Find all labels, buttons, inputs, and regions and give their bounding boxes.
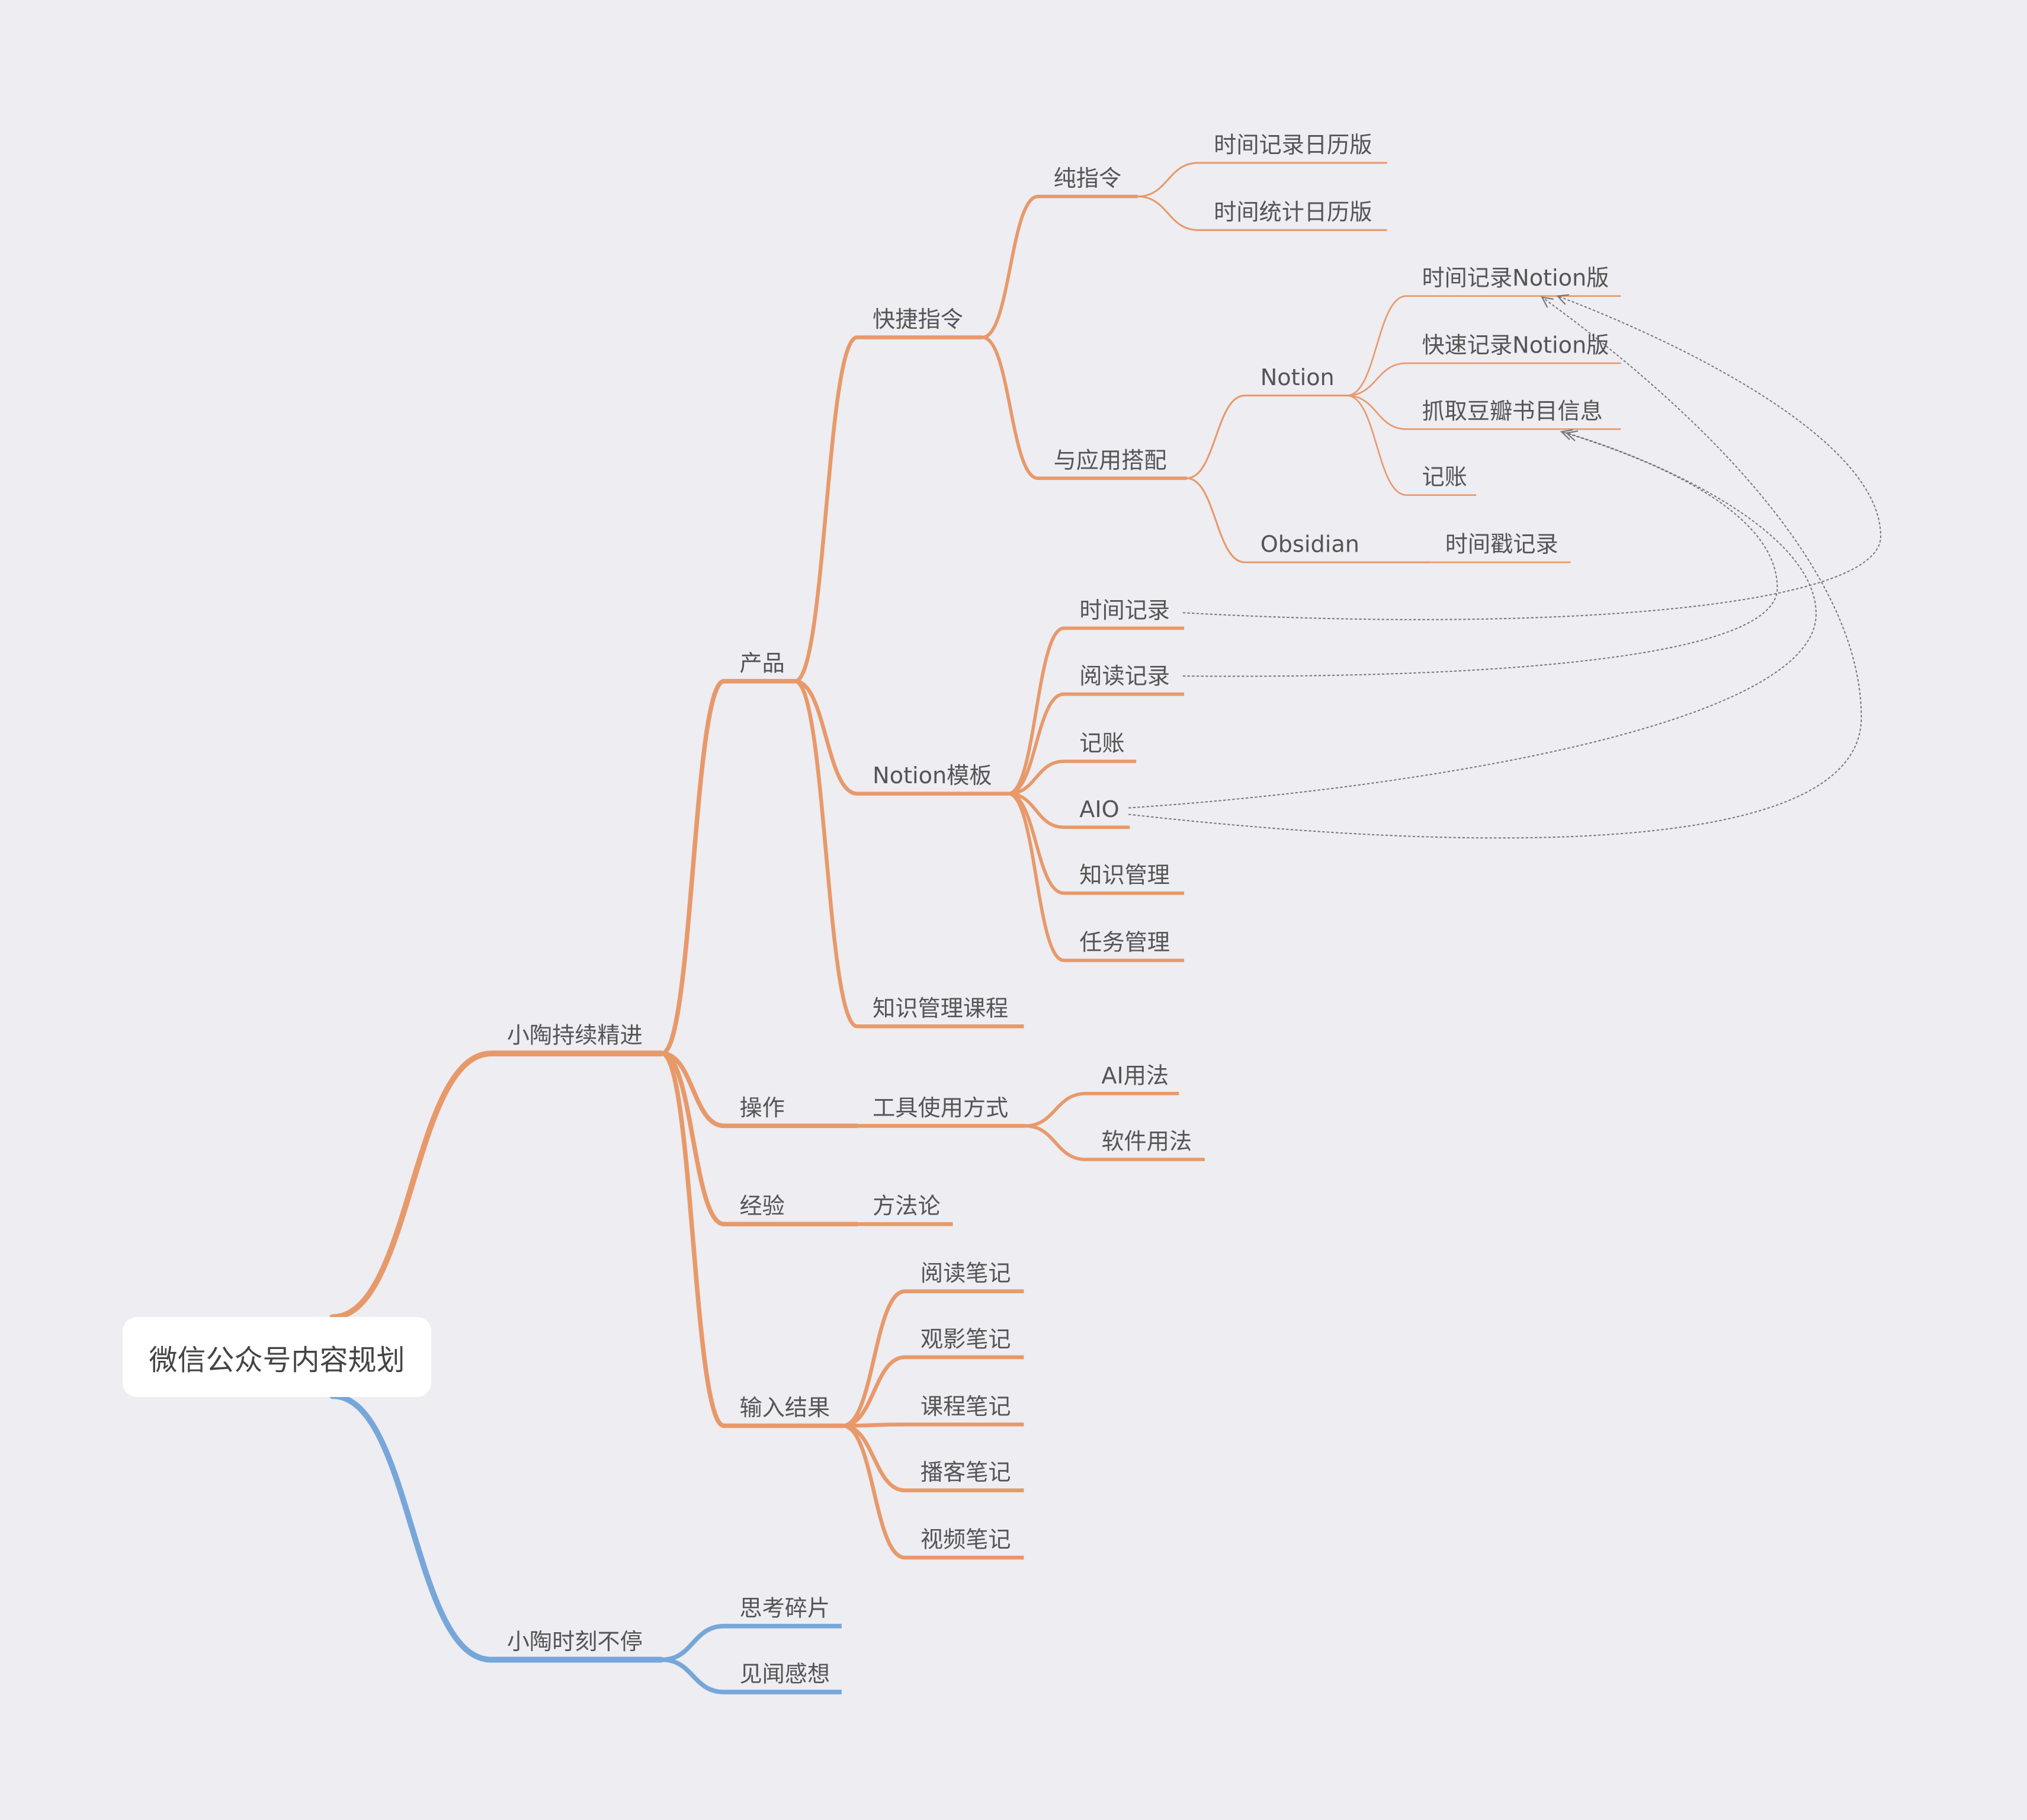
topic-0-0-1-1[interactable]: 阅读记录 bbox=[1079, 664, 1170, 690]
branch-connector bbox=[659, 1623, 727, 1662]
branch-connector bbox=[1346, 395, 1407, 496]
topic-0-0-1-2[interactable]: 记账 bbox=[1079, 731, 1124, 757]
branch-connector bbox=[841, 1355, 907, 1428]
topic-0-0-0-1-0-3[interactable]: 记账 bbox=[1422, 464, 1467, 491]
branch-connector bbox=[1023, 1124, 1088, 1161]
topic-0-0-0-1[interactable]: 与应用搭配 bbox=[1054, 448, 1167, 474]
branch-connector bbox=[1006, 760, 1066, 796]
branch-connector bbox=[659, 1051, 727, 1428]
branch-connector bbox=[841, 1422, 907, 1428]
branch-connector bbox=[980, 335, 1040, 480]
topic-0-3[interactable]: 输入结果 bbox=[739, 1395, 830, 1421]
topic-0-0-0-1-1[interactable]: Obsidian bbox=[1261, 532, 1359, 558]
topic-0-0-2[interactable]: 知识管理课程 bbox=[873, 996, 1008, 1022]
branch-connector bbox=[1006, 626, 1066, 796]
topic-1[interactable]: 小陶时刻不停 bbox=[507, 1629, 643, 1655]
branch-connector bbox=[1006, 792, 1066, 962]
branch-connector bbox=[1346, 362, 1407, 396]
branch-connector bbox=[841, 1424, 907, 1560]
branch-connector bbox=[1136, 196, 1199, 231]
branch-connector bbox=[793, 679, 859, 796]
branch-connector bbox=[1185, 395, 1246, 479]
topic-0-1[interactable]: 操作 bbox=[739, 1095, 784, 1122]
branch-connector bbox=[793, 335, 859, 684]
topic-0-0-1-0[interactable]: 时间记录 bbox=[1079, 598, 1170, 624]
relation-arrow[interactable] bbox=[1128, 433, 1817, 809]
topic-0-0-0-1-0[interactable]: Notion bbox=[1261, 365, 1335, 391]
branch-connector bbox=[1006, 692, 1066, 796]
topic-0-0-0-1-0-0[interactable]: 时间记录Notion版 bbox=[1422, 265, 1609, 291]
root-topic[interactable]: 微信公众号内容规划 bbox=[123, 1317, 431, 1397]
topic-0-0-1-5[interactable]: 任务管理 bbox=[1079, 930, 1170, 956]
topic-0-3-1[interactable]: 观影笔记 bbox=[921, 1326, 1011, 1353]
topic-0-3-0[interactable]: 阅读笔记 bbox=[921, 1261, 1011, 1287]
topic-0-0-0-1-0-2[interactable]: 抓取豆瓣书目信息 bbox=[1422, 399, 1602, 425]
branch-connector bbox=[1346, 395, 1407, 430]
topic-0-3-3[interactable]: 播客笔记 bbox=[921, 1460, 1011, 1486]
branch-connector bbox=[841, 1289, 907, 1428]
topic-0-0-0-0-0[interactable]: 时间记录日历版 bbox=[1214, 132, 1372, 158]
topic-0-0-1[interactable]: Notion模板 bbox=[873, 763, 992, 789]
topic-0-0-1-3[interactable]: AIO bbox=[1079, 797, 1119, 823]
branch-connector bbox=[659, 679, 727, 1056]
topic-0-1-0-0[interactable]: AI用法 bbox=[1101, 1063, 1169, 1089]
topic-0-1-0[interactable]: 工具使用方式 bbox=[873, 1095, 1008, 1122]
topic-0-2[interactable]: 经验 bbox=[739, 1194, 784, 1220]
branch-connector bbox=[659, 1657, 727, 1694]
topic-0-2-0[interactable]: 方法论 bbox=[873, 1194, 941, 1220]
branch-connector bbox=[1136, 162, 1199, 198]
topic-0-3-2[interactable]: 课程笔记 bbox=[921, 1394, 1011, 1420]
branch-connector bbox=[1346, 295, 1407, 396]
branch-connector bbox=[329, 1393, 495, 1663]
topic-0[interactable]: 小陶持续精进 bbox=[507, 1023, 643, 1049]
topic-0-0-0-0[interactable]: 纯指令 bbox=[1054, 166, 1122, 192]
relation-arrow[interactable] bbox=[1128, 297, 1862, 839]
branch-connector bbox=[980, 194, 1040, 339]
branch-connector bbox=[793, 679, 859, 1028]
branch-connector bbox=[659, 1051, 727, 1226]
topic-0-0-0[interactable]: 快捷指令 bbox=[873, 307, 963, 333]
topic-0-0-1-4[interactable]: 知识管理 bbox=[1079, 863, 1170, 889]
topic-1-1[interactable]: 见闻感想 bbox=[739, 1662, 830, 1688]
branch-connector bbox=[329, 1050, 495, 1321]
topic-0-0-0-1-0-1[interactable]: 快速记录Notion版 bbox=[1422, 333, 1609, 359]
topic-1-0[interactable]: 思考碎片 bbox=[739, 1595, 830, 1622]
topic-0-0[interactable]: 产品 bbox=[739, 651, 784, 677]
topic-0-0-0-1-1-0[interactable]: 时间戳记录 bbox=[1445, 532, 1558, 558]
branch-connector bbox=[659, 1051, 727, 1129]
branch-connector bbox=[1023, 1091, 1088, 1128]
topic-0-3-4[interactable]: 视频笔记 bbox=[921, 1527, 1011, 1553]
branch-connector bbox=[1006, 792, 1066, 829]
topic-0-1-0-1[interactable]: 软件用法 bbox=[1101, 1129, 1192, 1155]
topic-0-0-0-0-1[interactable]: 时间统计日历版 bbox=[1214, 200, 1372, 226]
branch-connector bbox=[841, 1424, 907, 1492]
branch-connector bbox=[1185, 477, 1246, 563]
